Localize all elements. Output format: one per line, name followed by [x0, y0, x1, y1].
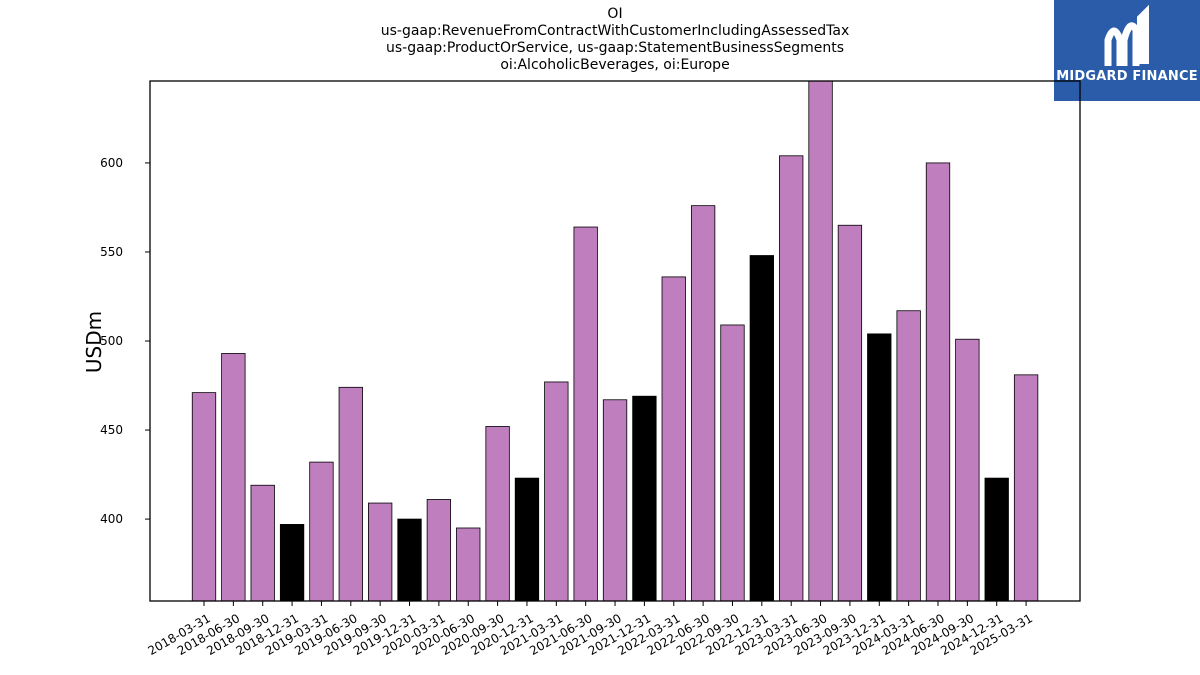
bar-2021-12-31: [632, 395, 657, 602]
bar-2019-12-31: [397, 518, 422, 602]
bar-2022-12-31: [749, 255, 774, 602]
chart-subtitle-1: us-gaap:RevenueFromContractWithCustomerI…: [380, 23, 850, 39]
plot-frame: [149, 80, 1081, 602]
bar-2020-09-30: [485, 426, 510, 602]
bar-2022-03-31: [661, 276, 686, 602]
bar-2021-06-30: [573, 226, 598, 602]
bar-2024-06-30: [925, 162, 951, 602]
chart-subtitle-3: oi:AlcoholicBeverages, oi:Europe: [500, 57, 730, 73]
bar-2019-06-30: [338, 386, 363, 602]
bar-2018-06-30: [221, 353, 246, 602]
chart-title-block: OI us-gaap:RevenueFromContractWithCustom…: [150, 6, 1080, 74]
chart-title: OI: [607, 6, 623, 22]
bar-2021-09-30: [602, 399, 628, 602]
bar-2020-06-30: [456, 527, 481, 602]
bar-2018-09-30: [250, 484, 275, 602]
y-tick-label: 550: [100, 245, 123, 259]
bar-2019-03-31: [309, 461, 334, 602]
bar-2022-06-30: [690, 205, 716, 602]
logo-mark-icon: [1104, 4, 1149, 66]
bar-2024-09-30: [955, 338, 980, 602]
bar-2022-09-30: [720, 324, 745, 602]
bar-2018-12-31: [279, 524, 305, 602]
y-tick-label: 600: [100, 156, 123, 170]
bar-2024-12-31: [984, 477, 1009, 602]
bar-2023-06-30: [808, 80, 833, 602]
bar-2024-03-31: [896, 310, 921, 602]
y-tick-label: 500: [100, 334, 123, 348]
bar-2023-12-31: [867, 333, 892, 602]
bar-2023-03-31: [779, 155, 804, 602]
bar-2021-03-31: [544, 381, 569, 602]
bar-2020-12-31: [514, 477, 540, 602]
bar-2020-03-31: [426, 499, 452, 602]
logo-text: MIDGARD FINANCE: [1056, 69, 1198, 84]
y-tick-label: 450: [100, 423, 123, 437]
y-tick-label: 400: [100, 512, 123, 526]
chart-subtitle-2: us-gaap:ProductOrService, us-gaap:Statem…: [385, 40, 844, 56]
bar-2018-03-31: [191, 392, 217, 602]
brand-logo: MIDGARD FINANCE: [1054, 0, 1200, 101]
bar-2025-03-31: [1013, 374, 1039, 602]
bar-2019-09-30: [368, 502, 393, 602]
bar-2023-09-30: [837, 224, 863, 602]
